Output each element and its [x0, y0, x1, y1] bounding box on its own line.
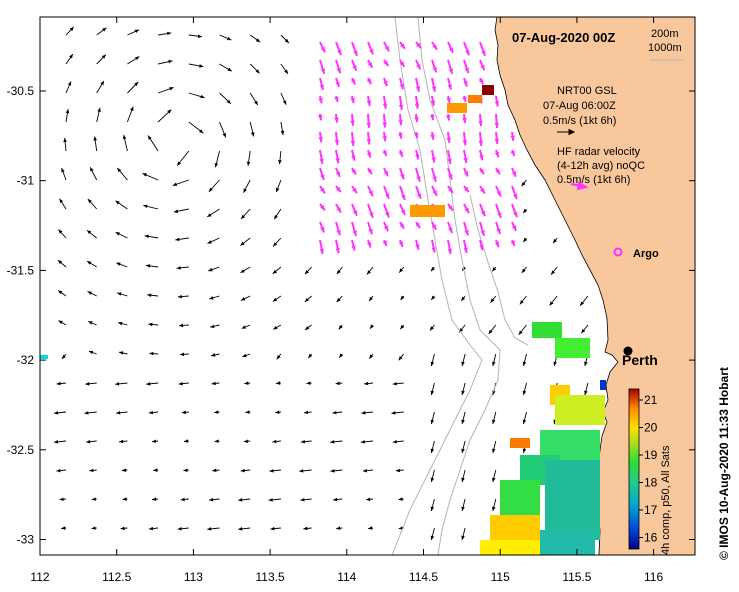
y-tick-label: -30.5 — [7, 84, 35, 98]
gsl-legend-line2: 07-Aug 06:00Z — [543, 100, 616, 112]
x-tick-label: 113 — [184, 570, 203, 584]
x-tick-label: 112 — [30, 570, 49, 584]
colorbar-tick-label: 17 — [644, 503, 658, 517]
y-tick-label: -31 — [17, 174, 35, 188]
y-tick-label: -32 — [17, 353, 35, 367]
argo-label: Argo — [633, 248, 659, 260]
hf-legend-line1: HF radar velocity — [557, 146, 641, 158]
gsl-legend-line3: 0.5m/s (1kt 6h) — [543, 115, 616, 127]
hf-legend-arrow — [570, 181, 589, 191]
hf-legend-line2: (4-12h avg) noQC — [557, 160, 645, 172]
colorbar-tick-label: 16 — [644, 531, 658, 545]
y-axis-ticks: -30.5 -31 -31.5 -32 -32.5 -33 — [7, 84, 695, 547]
colorbar-ticks: 21 20 19 18 17 16 — [639, 393, 658, 545]
perth-label: Perth — [622, 352, 658, 368]
x-tick-label: 115.5 — [562, 570, 591, 584]
x-tick-label: 114 — [337, 570, 356, 584]
perth-marker-icon — [623, 346, 633, 356]
credit-text: © IMOS 10-Aug-2020 11:33 Hobart — [717, 367, 731, 560]
colorbar-tick-label: 20 — [644, 421, 658, 435]
depth-label-1000m: 1000m — [648, 42, 682, 54]
gsl-legend-line1: NRT00 GSL — [557, 85, 617, 97]
gsl-legend-arrow — [557, 128, 576, 136]
x-tick-label: 115 — [491, 570, 510, 584]
x-tick-label: 116 — [644, 570, 663, 584]
colorbar-tick-label: 19 — [644, 448, 658, 462]
depth-label-200m: 200m — [651, 28, 679, 40]
x-tick-label: 112.5 — [102, 570, 131, 584]
y-tick-label: -33 — [17, 533, 35, 547]
colorbar-tick-label: 21 — [644, 393, 658, 407]
hf-radar-vectors — [318, 41, 518, 255]
y-tick-label: -32.5 — [7, 443, 35, 457]
sst-patches — [40, 85, 606, 555]
isobath-200m — [417, 16, 529, 556]
gsl-current-vectors — [53, 26, 589, 541]
hf-legend-line3: 0.5m/s (1kt 6h) — [557, 174, 630, 186]
map-title: 07-Aug-2020 00Z — [512, 30, 615, 45]
colorbar-label: 4h comp, p50, All Sats — [660, 445, 672, 555]
x-tick-label: 113.5 — [256, 570, 285, 584]
colorbar-tick-label: 18 — [644, 476, 658, 490]
y-tick-label: -31.5 — [7, 263, 35, 277]
colorbar — [628, 388, 640, 550]
x-tick-label: 114.5 — [409, 570, 438, 584]
argo-marker-icon — [613, 247, 623, 257]
plot-frame — [39, 16, 696, 556]
x-axis-ticks: 112 112.5 113 113.5 114 114.5 115 115.5 116 — [30, 17, 663, 584]
